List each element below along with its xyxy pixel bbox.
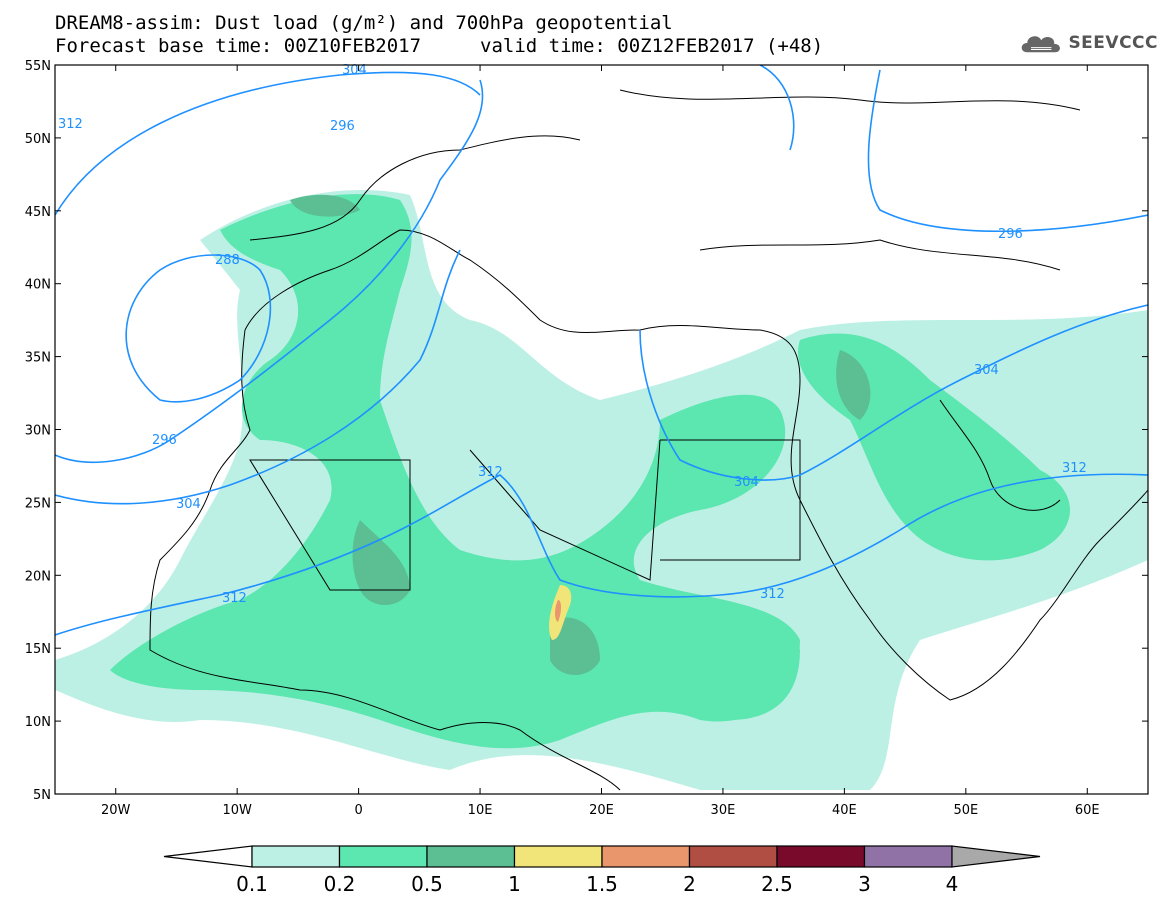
contour-label: 288 bbox=[215, 253, 240, 268]
contour-label: 304 bbox=[734, 475, 759, 490]
contour-label: 312 bbox=[58, 117, 83, 132]
geopotential-contours bbox=[55, 65, 1148, 636]
contour-label: 304 bbox=[342, 63, 367, 78]
lon-tick-label: 10W bbox=[222, 803, 252, 818]
contour-label: 296 bbox=[330, 119, 355, 134]
lon-tick-label: 60E bbox=[1075, 803, 1100, 818]
lat-tick-label: 50N bbox=[25, 132, 51, 147]
lon-tick-label: 40E bbox=[832, 803, 857, 818]
contour-label: 312 bbox=[1062, 461, 1087, 476]
lat-tick-label: 15N bbox=[25, 642, 51, 657]
colorbar-label: 1 bbox=[508, 872, 521, 896]
logo-text: SEEVCCC bbox=[1068, 33, 1158, 53]
contour-label: 296 bbox=[998, 227, 1023, 242]
lat-axis: 55N 50N 45N 40N 35N 30N 25N 20N 15N 10N 5N bbox=[25, 59, 1148, 803]
dust-level-0.5 bbox=[290, 194, 871, 675]
colorbar-under-triangle bbox=[163, 845, 253, 868]
valid-time: valid time: 00Z12FEB2017 (+48) bbox=[480, 35, 824, 57]
contour-label: 296 bbox=[152, 433, 177, 448]
colorbar-label: 4 bbox=[946, 872, 959, 896]
contour-label: 312 bbox=[760, 587, 785, 602]
contour-label: 304 bbox=[176, 497, 201, 512]
lon-tick-label: 20W bbox=[101, 803, 131, 818]
contour-label: 304 bbox=[974, 363, 999, 378]
map-title: DREAM8-assim: Dust load (g/m²) and 700hP… bbox=[55, 12, 673, 34]
colorbar-label: 0.5 bbox=[411, 872, 443, 896]
lat-tick-label: 10N bbox=[25, 715, 51, 730]
lon-tick-label: 0 bbox=[354, 803, 362, 818]
lon-axis: 20W 10W 0 10E 20E 30E 40E 50E 60E bbox=[101, 65, 1100, 818]
colorbar-segment bbox=[688, 845, 778, 868]
colorbar-label: 0.1 bbox=[236, 872, 268, 896]
colorbar-segment bbox=[251, 845, 341, 868]
contour-labels: 304 312 296 288 296 304 312 312 312 304 … bbox=[58, 63, 1087, 606]
seevccc-logo: SEEVCCC bbox=[1018, 26, 1158, 60]
colorbar-over-triangle bbox=[951, 845, 1041, 868]
colorbar-label: 2.5 bbox=[761, 872, 793, 896]
colorbar-label: 1.5 bbox=[586, 872, 618, 896]
forecast-base-time: Forecast base time: 00Z10FEB2017 bbox=[55, 35, 422, 57]
lat-tick-label: 5N bbox=[33, 788, 51, 803]
lat-tick-label: 45N bbox=[25, 205, 51, 220]
lat-tick-label: 30N bbox=[25, 424, 51, 439]
colorbar-segment bbox=[601, 845, 691, 868]
lon-tick-label: 30E bbox=[711, 803, 736, 818]
colorbar-segment bbox=[426, 845, 516, 868]
lat-tick-label: 55N bbox=[25, 59, 51, 74]
lat-tick-label: 20N bbox=[25, 569, 51, 584]
contour-label: 312 bbox=[222, 591, 247, 606]
lon-tick-label: 10E bbox=[468, 803, 493, 818]
lat-tick-label: 40N bbox=[25, 278, 51, 293]
coastlines bbox=[149, 89, 1148, 791]
lat-tick-label: 25N bbox=[25, 496, 51, 511]
colorbar-segment bbox=[513, 845, 603, 868]
lat-tick-label: 35N bbox=[25, 351, 51, 366]
colorbar-segment bbox=[338, 845, 428, 868]
colorbar-label: 3 bbox=[858, 872, 871, 896]
colorbar-label: 0.2 bbox=[324, 872, 356, 896]
colorbar-label: 2 bbox=[683, 872, 696, 896]
colorbar: 0.1 0.2 0.5 1 1.5 2 2.5 3 4 bbox=[163, 845, 1041, 896]
dust-shading bbox=[55, 190, 1148, 790]
colorbar-segment bbox=[776, 845, 866, 868]
colorbar-segment bbox=[863, 845, 953, 868]
contour-label: 312 bbox=[478, 465, 503, 480]
cloud-icon bbox=[1021, 36, 1060, 53]
lon-tick-label: 50E bbox=[953, 803, 978, 818]
dust-level-1.5 bbox=[555, 600, 561, 622]
lon-tick-label: 20E bbox=[589, 803, 614, 818]
